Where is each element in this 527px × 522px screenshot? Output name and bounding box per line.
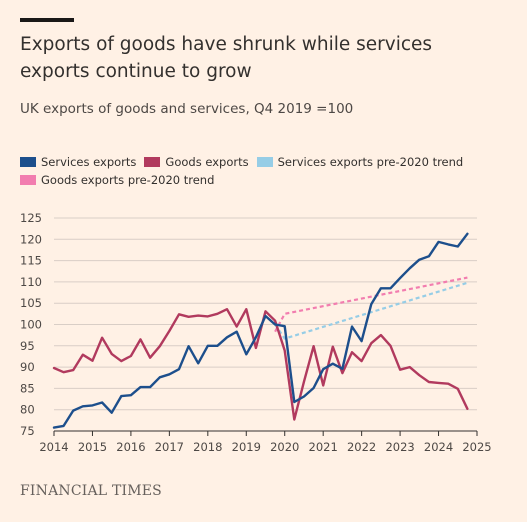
chart-title: Exports of goods have shrunk while servi… xyxy=(20,34,433,82)
legend-item-goods: Goods exports xyxy=(144,155,249,169)
legend-row-2: Goods exports pre-2020 trend xyxy=(20,171,510,189)
legend-row-1: Services exports Goods exports Services … xyxy=(20,153,510,171)
legend-item-goods-trend: Goods exports pre-2020 trend xyxy=(20,173,214,187)
y-tick-label-125: 125 xyxy=(20,211,42,225)
legend-label-services-trend: Services exports pre-2020 trend xyxy=(277,155,464,169)
grid xyxy=(54,217,477,411)
header-accent-bar xyxy=(20,18,74,22)
x-tick-label-2024: 2024 xyxy=(424,440,453,454)
legend-swatch-goods-trend xyxy=(20,175,36,185)
y-tick-label-75: 75 xyxy=(20,424,35,438)
y-tick-label-120: 120 xyxy=(20,232,42,246)
y-tick-label-95: 95 xyxy=(20,339,35,353)
y-tick-label-80: 80 xyxy=(20,403,35,417)
legend-swatch-services-trend xyxy=(256,157,273,167)
legend-swatch-goods xyxy=(144,157,161,167)
x-axis-ticks: 2014 2015 2016 2017 2018 2019 2020 2021 2022 2023… xyxy=(39,431,492,454)
x-tick-label-2016: 2016 xyxy=(116,440,145,454)
x-tick-label-2014: 2014 xyxy=(39,440,68,454)
legend-label-goods-trend: Goods exports pre-2020 trend xyxy=(41,173,215,187)
y-tick-label-110: 110 xyxy=(20,275,42,289)
x-tick-label-2020: 2020 xyxy=(270,440,299,454)
x-tick-label-2021: 2021 xyxy=(309,440,338,454)
goods-exports-line xyxy=(52,307,469,421)
series-lines xyxy=(52,232,469,429)
y-tick-label-100: 100 xyxy=(20,318,42,332)
x-tick-label-2025: 2025 xyxy=(462,440,491,454)
legend-label-goods: Goods exports xyxy=(165,155,249,169)
source-label: FINANCIAL TIMES xyxy=(20,483,162,499)
x-tick-label-2015: 2015 xyxy=(78,440,107,454)
services-exports-line xyxy=(52,232,469,429)
x-tick-label-2022: 2022 xyxy=(347,440,376,454)
y-axis-ticks: 75 80 85 90 95 100 105 110 115 120 125 xyxy=(20,211,42,438)
y-tick-label-85: 85 xyxy=(20,381,35,395)
chart-subtitle: UK exports of goods and services, Q4 201… xyxy=(20,101,354,117)
x-tick-label-2017: 2017 xyxy=(155,440,184,454)
x-tick-label-2018: 2018 xyxy=(193,440,222,454)
x-tick-label-2023: 2023 xyxy=(385,440,414,454)
y-tick-label-115: 115 xyxy=(20,254,42,268)
services-trend-line xyxy=(274,281,468,340)
legend-item-services-trend: Services exports pre-2020 trend xyxy=(256,155,464,169)
x-tick-label-2019: 2019 xyxy=(232,440,261,454)
y-tick-label-90: 90 xyxy=(20,360,35,374)
legend: Services exports Goods exports Services … xyxy=(20,153,510,189)
legend-item-services: Services exports xyxy=(20,155,136,169)
y-tick-label-105: 105 xyxy=(20,296,42,310)
legend-label-services: Services exports xyxy=(41,155,137,169)
legend-swatch-services xyxy=(20,157,36,167)
